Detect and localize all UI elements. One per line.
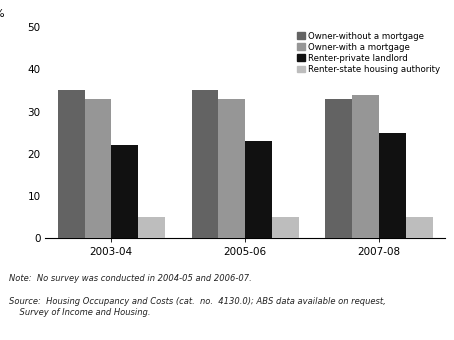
Bar — [272, 217, 299, 238]
Bar — [138, 217, 165, 238]
Bar — [111, 145, 138, 238]
Bar — [84, 99, 111, 238]
Text: Source:  Housing Occupancy and Costs (cat.  no.  4130.0); ABS data available on : Source: Housing Occupancy and Costs (cat… — [9, 298, 386, 317]
Bar — [406, 217, 433, 238]
Bar — [379, 133, 406, 238]
Bar — [245, 141, 272, 238]
Bar — [326, 99, 352, 238]
Bar — [192, 90, 218, 238]
Bar — [58, 90, 84, 238]
Legend: Owner-without a mortgage, Owner-with a mortgage, Renter-private landlord, Renter: Owner-without a mortgage, Owner-with a m… — [294, 28, 444, 78]
Bar — [218, 99, 245, 238]
Bar — [352, 95, 379, 238]
Text: Note:  No survey was conducted in 2004-05 and 2006-07.: Note: No survey was conducted in 2004-05… — [9, 274, 252, 283]
Text: %: % — [0, 9, 4, 19]
